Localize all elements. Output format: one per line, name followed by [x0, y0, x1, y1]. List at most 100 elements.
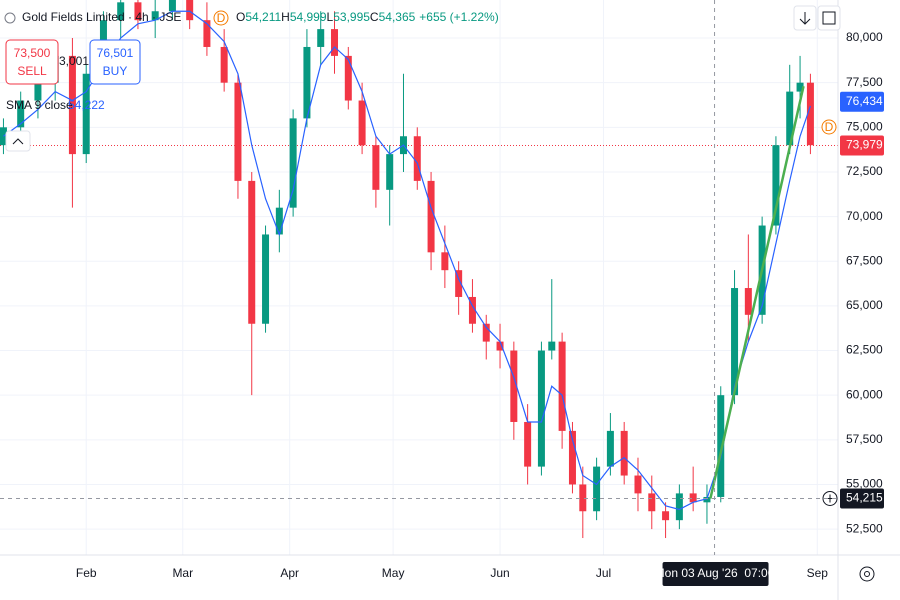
candle-body — [203, 20, 211, 47]
ohlc-key: C — [370, 10, 379, 24]
candle-body — [689, 493, 697, 503]
sell-label: SELL — [17, 64, 47, 78]
candle-body — [731, 288, 739, 396]
candle-body — [796, 82, 804, 92]
dividend-marker[interactable] — [213, 10, 229, 26]
settings-button[interactable] — [859, 566, 875, 582]
candle-body — [717, 395, 725, 497]
candle-body — [441, 252, 449, 271]
candle-body — [772, 145, 780, 226]
y-tick-label: 52,500 — [846, 521, 883, 535]
crosshair-time-tag — [662, 562, 769, 586]
x-tick-label: Sep — [807, 566, 829, 580]
buy-label: BUY — [103, 64, 128, 78]
candle-body — [593, 466, 601, 512]
ohlc-value: 53,995 — [333, 10, 370, 24]
axes: 52,500 55,000 57,500 60,000 62,500 65,000 67,5… — [76, 30, 884, 586]
sell-button[interactable] — [5, 39, 59, 85]
candle-body — [331, 29, 339, 56]
candle-body — [496, 341, 504, 351]
ohlc-key: H — [281, 10, 290, 24]
candle-body — [372, 145, 380, 190]
candle-body — [806, 82, 814, 146]
candle-body — [34, 82, 42, 101]
candle-body — [744, 288, 752, 315]
candle-body — [703, 496, 711, 503]
candle-body — [675, 493, 683, 521]
candle-body — [634, 475, 642, 494]
candle-body — [606, 430, 614, 467]
price-tag — [840, 91, 884, 112]
candle-body — [186, 0, 194, 21]
buy-price: 76,501 — [97, 46, 134, 60]
candle-body — [427, 180, 435, 253]
candle-body — [482, 323, 490, 342]
candle-body — [524, 421, 532, 467]
ohlc-key: O — [236, 10, 245, 24]
candle-body — [579, 484, 587, 512]
candle-body — [620, 430, 628, 476]
y-tick-label: 80,000 — [846, 30, 883, 44]
y-tick-label: 60,000 — [846, 387, 883, 401]
y-tick-label: 57,500 — [846, 432, 883, 446]
buy-button[interactable] — [89, 39, 141, 85]
candle-body — [386, 154, 394, 190]
candle-body — [117, 2, 125, 21]
dividend-badge: D — [217, 11, 226, 25]
candle-body — [568, 430, 576, 485]
ohlc-value: 54,365 — [379, 10, 416, 24]
candle-body — [413, 136, 421, 181]
candle-body — [537, 350, 545, 467]
candle-body — [648, 493, 656, 512]
x-tick-label: Feb — [76, 566, 97, 580]
candle-body — [17, 100, 25, 128]
candle-body — [168, 0, 176, 12]
ohlc-value: 54,211 — [245, 10, 281, 24]
collapse-icon — [12, 138, 24, 145]
candle-body — [82, 73, 90, 155]
indicator-value: 54,222 — [68, 98, 105, 112]
symbol-title: Gold Fields Limited · 4h · JSE — [22, 10, 181, 24]
crosshair-time-label: Mon 03 Aug '26 07:00 — [655, 566, 775, 580]
candle-body — [358, 100, 366, 146]
candle-body — [68, 55, 76, 155]
y-tick-label: 62,500 — [846, 343, 883, 357]
candle-body — [303, 46, 311, 119]
x-tick-label: Jul — [596, 566, 611, 580]
candle-body — [558, 341, 566, 431]
ohlc-values: O54,211H54,999L53,995C54,365 +655 (+1.22%… — [236, 10, 499, 24]
indicator-name: SMA 9 close — [6, 98, 73, 112]
y-tick-label: 67,500 — [846, 253, 883, 267]
crosshair-price-tag — [840, 488, 884, 509]
crosshair-price-label: 54,215 — [846, 491, 883, 505]
candle-body — [248, 180, 256, 324]
collapse-button[interactable] — [5, 130, 31, 152]
y-tick-label: 75,000 — [846, 119, 883, 133]
plot-area — [0, 0, 838, 539]
trend-line — [709, 85, 805, 499]
candle-body — [134, 2, 142, 21]
ohlc-change: +655 (+1.22%) — [419, 10, 498, 24]
dividend-marker-right[interactable] — [821, 119, 837, 135]
candle-body — [344, 55, 352, 101]
y-tick-label: 55,000 — [846, 477, 883, 491]
candle-body — [289, 118, 297, 208]
candle-body — [262, 234, 270, 324]
candle-body — [548, 341, 556, 351]
ohlc-key: L — [327, 10, 334, 24]
y-tick-label: 77,500 — [846, 75, 883, 89]
fullscreen-icon — [822, 11, 836, 25]
ohlc-value: 54,999 — [290, 10, 327, 24]
candle-body — [151, 11, 159, 21]
y-tick-label: 70,000 — [846, 209, 883, 223]
candle-body — [317, 29, 325, 47]
candle-body — [455, 270, 463, 297]
x-tick-label: Mar — [172, 566, 193, 580]
price-tag-label: 76,434 — [846, 94, 883, 108]
sma-line — [3, 10, 811, 511]
dividend-badge-right: D — [825, 120, 834, 134]
candle-body — [234, 82, 242, 181]
price-tag-label: 73,979 — [846, 138, 883, 152]
fullscreen-button[interactable] — [817, 5, 841, 31]
